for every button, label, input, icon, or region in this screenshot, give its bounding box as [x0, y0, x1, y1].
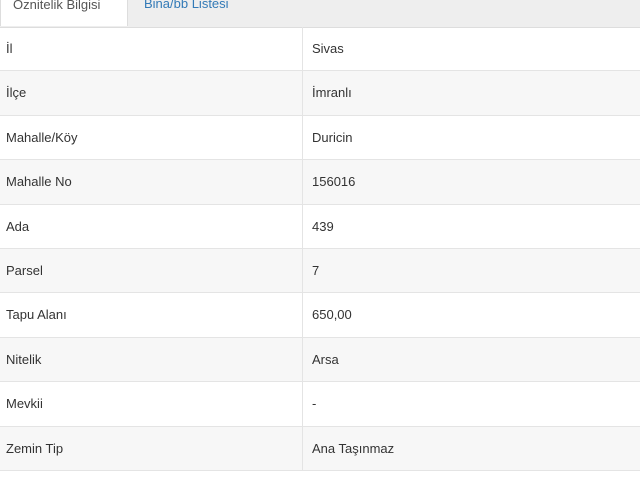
column-divider	[302, 293, 303, 337]
column-divider	[302, 27, 303, 71]
label-cell: Nitelik	[6, 351, 42, 367]
table-row: Zemin Tip Ana Taşınmaz	[0, 426, 640, 471]
label-cell: İl	[6, 41, 13, 56]
table-row: İlçe İmranlı	[0, 71, 640, 116]
table-row: İl Sivas	[0, 27, 640, 72]
column-divider	[302, 71, 303, 115]
table-row: Ada 439	[0, 204, 640, 249]
table-row: Mahalle No 156016	[0, 160, 640, 205]
column-divider	[302, 204, 303, 248]
label-cell: Mevkii	[6, 396, 43, 412]
column-divider	[302, 248, 303, 293]
label-cell: İlçe	[6, 85, 27, 101]
value-cell: İmranlı	[312, 85, 352, 101]
column-divider	[302, 160, 303, 204]
column-divider	[302, 115, 303, 160]
label-cell: Parsel	[6, 262, 43, 278]
table-row: Tapu Alanı 650,00	[0, 293, 640, 338]
value-cell: 7	[312, 262, 320, 278]
column-divider	[302, 426, 303, 470]
value-cell: 650,00	[312, 307, 352, 323]
table-row: Mevkii -	[0, 382, 640, 427]
value-cell: 439	[312, 218, 334, 234]
label-cell: Tapu Alanı	[6, 307, 67, 323]
value-cell: Arsa	[312, 351, 339, 367]
column-divider	[302, 382, 303, 426]
table-row: Mahalle/Köy Duricin	[0, 115, 640, 161]
value-cell: -	[312, 396, 317, 412]
label-cell: Ada	[6, 218, 30, 234]
label-cell: Mahalle/Köy	[6, 129, 78, 145]
value-cell: Ana Taşınmaz	[312, 440, 395, 456]
tab[interactable]: Bina/bb Listesi	[144, 0, 229, 11]
tab-bar: Öznitelik Bilgisi Bina/bb Listesi	[0, 0, 640, 28]
label-cell: Zemin Tip	[6, 440, 64, 456]
label-cell: Mahalle No	[6, 174, 72, 190]
tab[interactable]: Öznitelik Bilgisi	[0, 0, 128, 26]
value-cell: Duricin	[312, 129, 353, 145]
table-row: Nitelik Arsa	[0, 337, 640, 383]
value-cell: Sivas	[312, 41, 344, 56]
table-row: Parsel 7	[0, 248, 640, 294]
value-cell: 156016	[312, 174, 356, 190]
attribute-table: İl Sivas İlçe İmranlı Mahalle/Köy Duricin Maha…	[0, 27, 640, 471]
column-divider	[302, 337, 303, 382]
